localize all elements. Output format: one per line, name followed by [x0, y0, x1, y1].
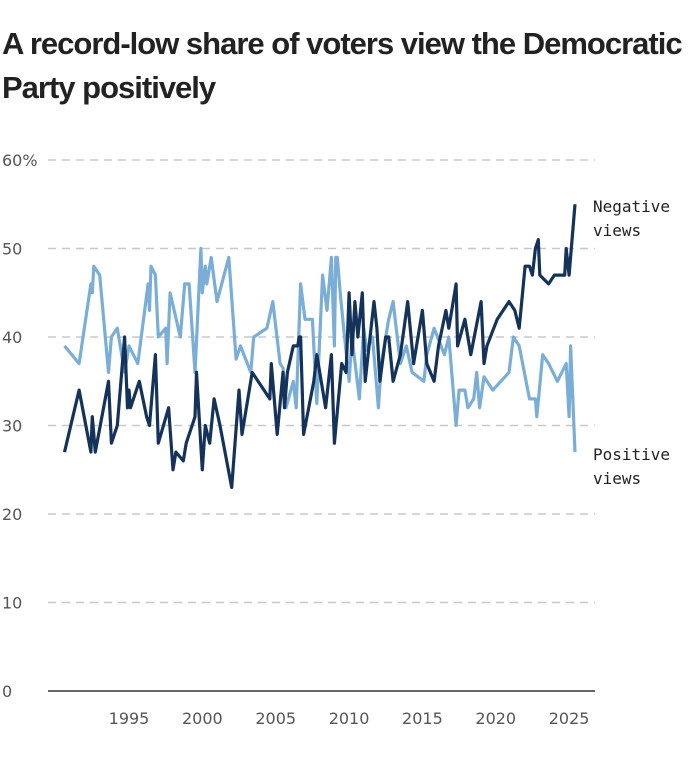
x-tick-label: 2000	[182, 709, 223, 728]
x-tick-label: 2015	[402, 709, 443, 728]
y-tick-label: 0	[2, 682, 12, 701]
y-tick-label: 20	[2, 505, 22, 524]
x-tick-label: 2020	[475, 709, 516, 728]
negative-views-label: Negative	[593, 197, 670, 216]
negative-views-label: views	[593, 221, 641, 240]
y-tick-label: 10	[2, 594, 22, 613]
positive-views-label: Positive	[593, 445, 670, 464]
negative-views-line	[62, 204, 577, 490]
x-tick-label: 2005	[255, 709, 296, 728]
x-tick-label: 1995	[109, 709, 150, 728]
y-tick-label: 40	[2, 328, 22, 347]
y-tick-label: 50	[2, 240, 22, 259]
y-tick-label: 30	[2, 417, 22, 436]
x-tick-label: 2010	[329, 709, 370, 728]
positive-views-line	[63, 246, 577, 453]
y-tick-label: 60%	[2, 151, 38, 170]
chart-title: A record-low share of voters view the De…	[2, 26, 683, 105]
positive-views-label: views	[593, 469, 641, 488]
x-tick-label: 2025	[549, 709, 590, 728]
